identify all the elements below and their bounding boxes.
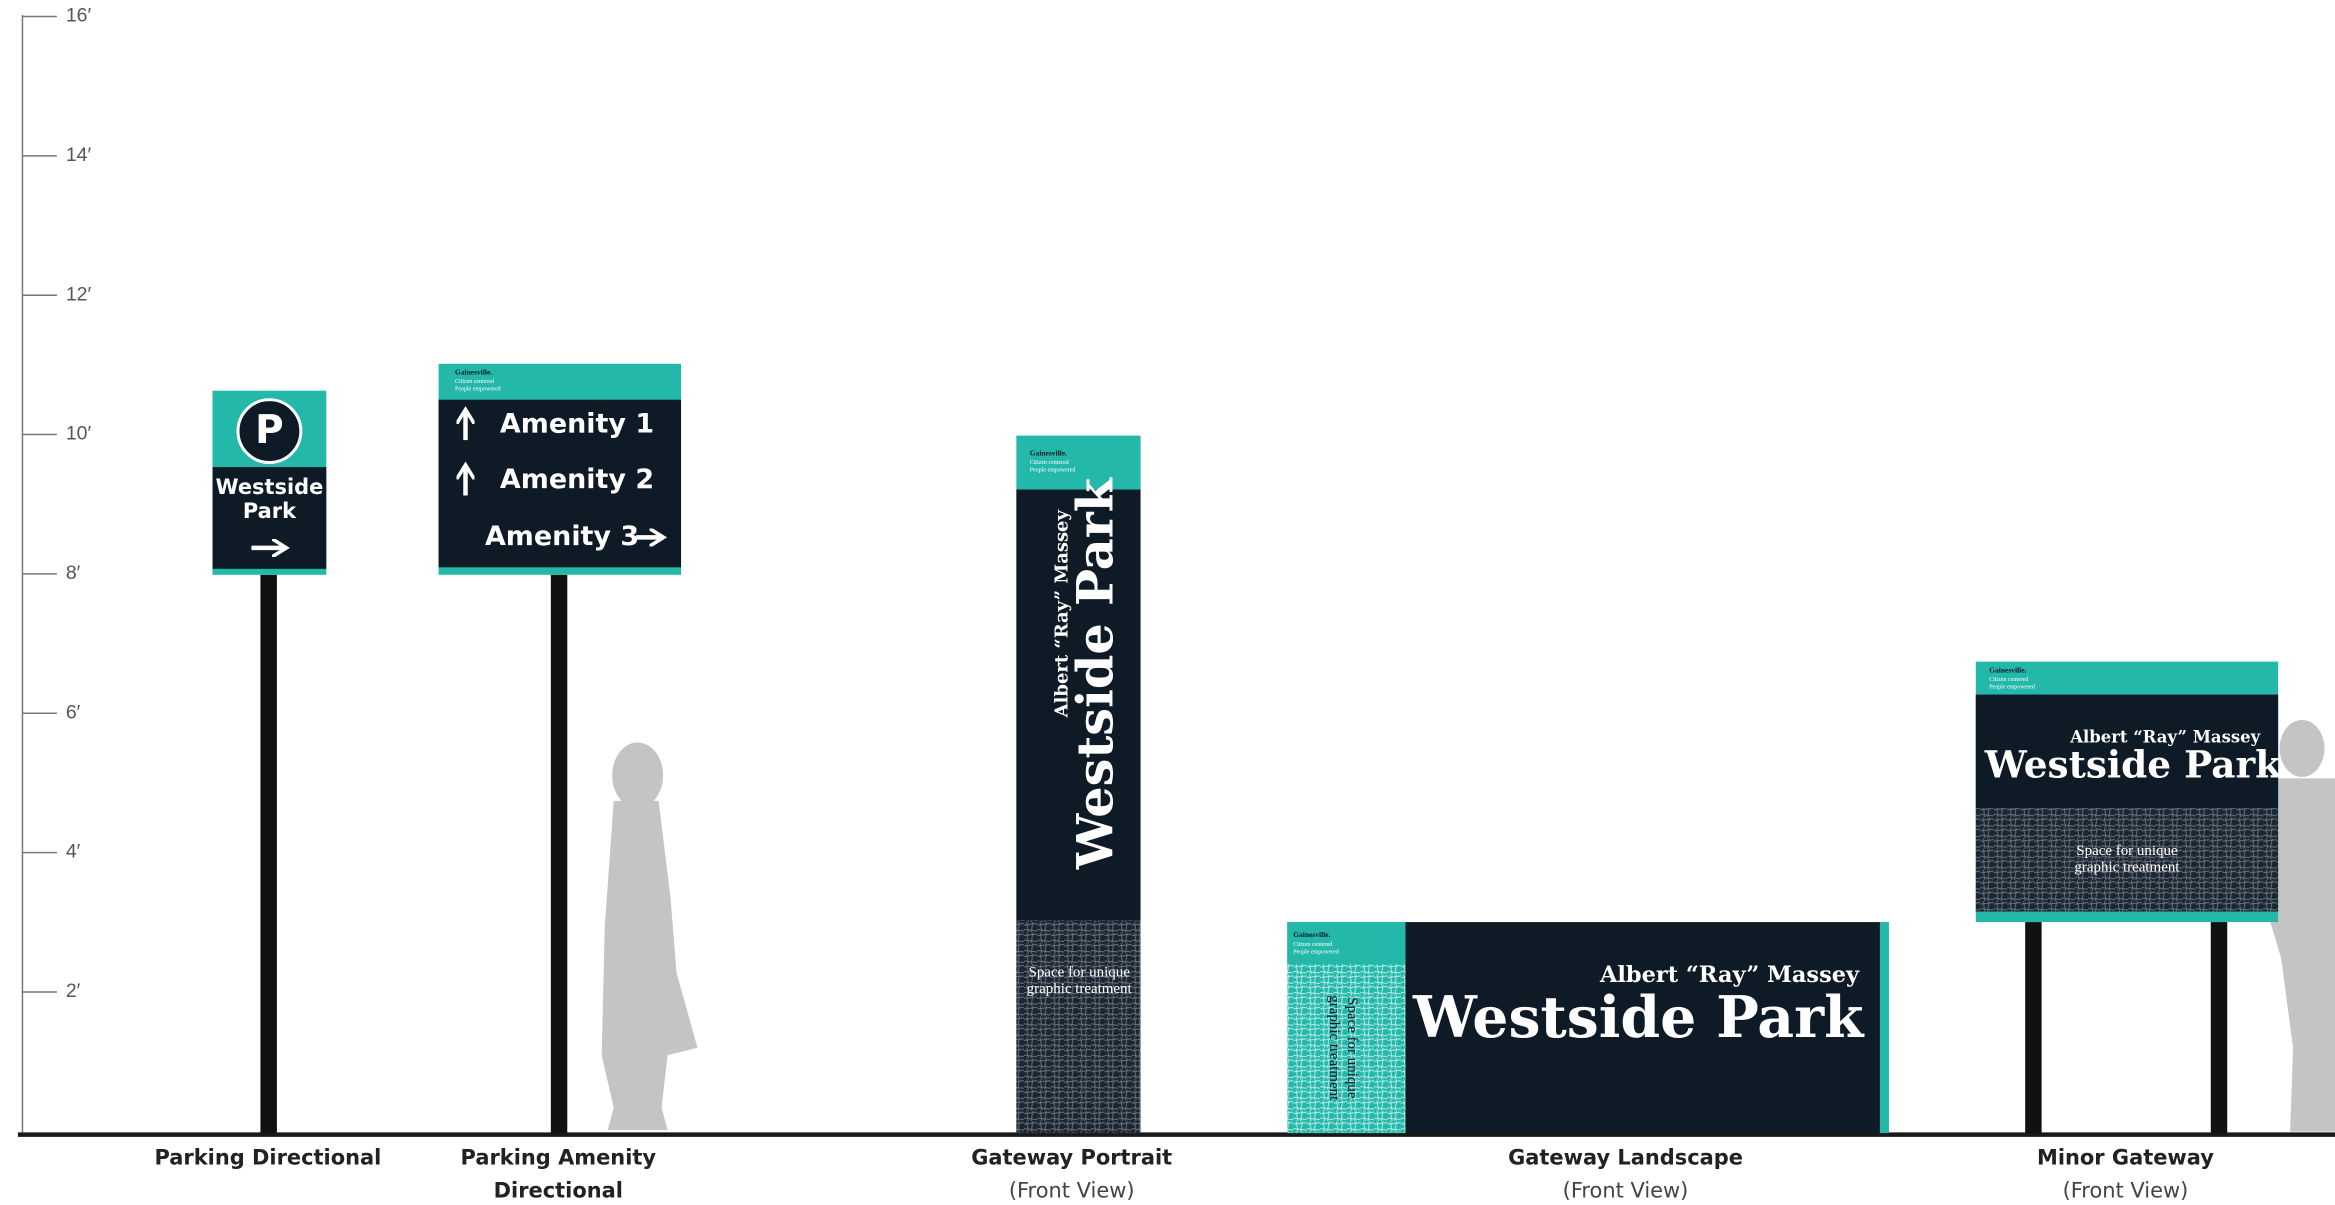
brand: Gainesville.: [1989, 665, 2026, 674]
brand: Citizen centered: [1293, 942, 1332, 948]
brand: Gainesville.: [455, 367, 492, 376]
woman-silhouette: [601, 742, 698, 1131]
sign-subtitle: Albert “Ray” Massey: [2069, 727, 2260, 746]
brand: Gainesville.: [1293, 930, 1330, 939]
scale-label: 10′: [66, 423, 92, 445]
sign-header: [1287, 922, 1406, 964]
sign-body: [1405, 922, 1880, 1134]
caption: Gateway Landscape: [1508, 1146, 1743, 1170]
minor-gateway-sign: Gainesville. Citizen centered People emp…: [1975, 661, 2282, 1202]
sign-text: Westside: [215, 475, 323, 499]
post: [2210, 922, 2228, 1134]
brand: People empowered: [455, 387, 501, 393]
gateway-landscape-sign: Gainesville. Citizen centered People emp…: [1287, 922, 1889, 1202]
note: graphic treatment: [1326, 995, 1342, 1101]
sign-title: Westside Park: [1412, 985, 1865, 1051]
sign-subtitle: Albert “Ray” Massey: [1599, 962, 1860, 988]
note: graphic treatment: [1027, 981, 1133, 997]
sign-body: [1016, 489, 1141, 921]
post: [260, 574, 277, 1134]
sign-body: [1975, 694, 2279, 809]
brand: People empowered: [1030, 467, 1076, 473]
sign-title: Westside Park: [1067, 476, 1125, 870]
scale-label: 8′: [66, 562, 81, 584]
parking-amenity-sign: Gainesville. Citizen centered People emp…: [438, 363, 682, 1202]
scale-label: 16′: [66, 5, 92, 27]
sign-edge: [1879, 922, 1889, 1134]
post: [550, 574, 568, 1134]
sign-title: Westside Park: [1984, 742, 2282, 786]
height-scale: 16′ 14′ 12′ 10′ 8′ 6′ 4′ 2′: [21, 5, 91, 1134]
brand: Citizen centered: [1030, 460, 1069, 466]
caption-view: (Front View): [2063, 1178, 2189, 1202]
brand: Citizen centered: [455, 379, 494, 385]
brand: People empowered: [1989, 684, 2035, 690]
amenity: Amenity 2: [500, 464, 654, 495]
note: graphic treatment: [2074, 860, 2180, 876]
note: Space for unique: [2076, 843, 2178, 859]
amenity: Amenity 1: [500, 409, 654, 440]
sign-body: [212, 467, 327, 569]
gateway-portrait-sign: Gainesville. Citizen centered People emp…: [971, 435, 1172, 1202]
caption: Parking Amenity: [461, 1146, 657, 1170]
scale-label: 12′: [66, 283, 92, 305]
parking-icon: [236, 398, 303, 465]
scale-label: 4′: [66, 841, 81, 863]
note: Space for unique: [1029, 964, 1131, 980]
brand: Citizen centered: [1989, 677, 2028, 683]
brand: People empowered: [1293, 949, 1339, 955]
caption: Gateway Portrait: [971, 1146, 1172, 1170]
sign-text: Park: [243, 499, 297, 523]
caption-view: (Front View): [1009, 1178, 1135, 1202]
amenity: Amenity 3: [485, 521, 639, 552]
caption-view: (Front View): [1563, 1178, 1689, 1202]
caption: Parking Directional: [155, 1146, 382, 1170]
note: Space for unique: [1344, 997, 1360, 1099]
man-silhouette: [2263, 719, 2335, 1132]
brand: Gainesville.: [1030, 448, 1067, 457]
scale-label: 2′: [66, 980, 81, 1002]
caption: Directional: [494, 1178, 623, 1202]
scale-label: 6′: [66, 701, 81, 723]
scale-ticks: 16′ 14′ 12′ 10′ 8′ 6′ 4′ 2′: [22, 5, 91, 1002]
scale-label: 14′: [66, 144, 92, 166]
parking-letter: P: [255, 408, 284, 453]
caption: Minor Gateway: [2037, 1146, 2214, 1170]
sign-subtitle: Albert “Ray” Massey: [1052, 510, 1073, 719]
parking-directional-sign: P Westside Park Parking Directional: [155, 390, 382, 1170]
post: [2025, 922, 2042, 1134]
graphic-area: [1016, 920, 1141, 1134]
graphic-area: [1975, 808, 2279, 912]
sign-header: [1016, 435, 1141, 490]
